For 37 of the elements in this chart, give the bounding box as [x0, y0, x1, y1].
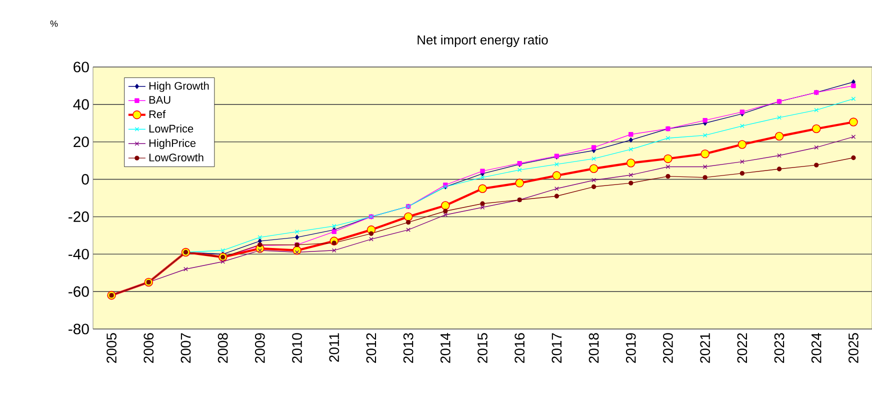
x-tick-label: 2010: [292, 333, 302, 363]
legend-label: LowGrowth: [149, 153, 204, 162]
x-tick-label: 2012: [366, 333, 376, 363]
y-tick-label: -60: [68, 286, 89, 297]
y-tick-label: -80: [68, 324, 89, 334]
x-tick-label: 2013: [403, 333, 414, 363]
x-tick-label: 2015: [478, 333, 488, 363]
x-tick-label: 2017: [552, 333, 562, 363]
x-tick-label: 2005: [106, 333, 116, 363]
y-tick-label: 0: [82, 174, 89, 185]
y-tick-label: 60: [74, 62, 89, 72]
x-tick-label: 2021: [700, 333, 710, 363]
y-tick-label: 20: [74, 136, 89, 148]
y-tick-label: -20: [68, 211, 89, 222]
chart-title: Net import energy ratio: [418, 34, 548, 48]
x-tick-label: 2018: [588, 333, 599, 363]
x-tick-label: 2022: [737, 333, 748, 363]
x-tick-label: 2020: [663, 333, 673, 363]
legend-label: High Growth: [149, 82, 209, 92]
x-tick-label: 2016: [514, 333, 525, 363]
x-tick-label: 2008: [218, 333, 228, 363]
legend-label: BAU: [149, 96, 170, 104]
x-tick-label: 2011: [329, 333, 340, 362]
x-tick-label: 2023: [774, 333, 784, 363]
x-tick-label: 2014: [440, 332, 450, 363]
x-tick-label: 2025: [848, 333, 858, 363]
x-tick-label: 2006: [144, 333, 154, 363]
x-tick-label: 2009: [254, 333, 265, 363]
y-tick-label: 40: [73, 99, 89, 110]
x-tick-label: 2019: [626, 333, 636, 363]
y-axis-title: %: [50, 20, 58, 27]
y-tick-label: -40: [68, 248, 89, 260]
x-tick-label: 2007: [180, 333, 191, 363]
x-tick-label: 2024: [811, 332, 822, 363]
legend-label: HighPrice: [149, 138, 196, 150]
legend-label: Ref: [149, 110, 166, 118]
legend-label: LowPrice: [149, 124, 194, 133]
